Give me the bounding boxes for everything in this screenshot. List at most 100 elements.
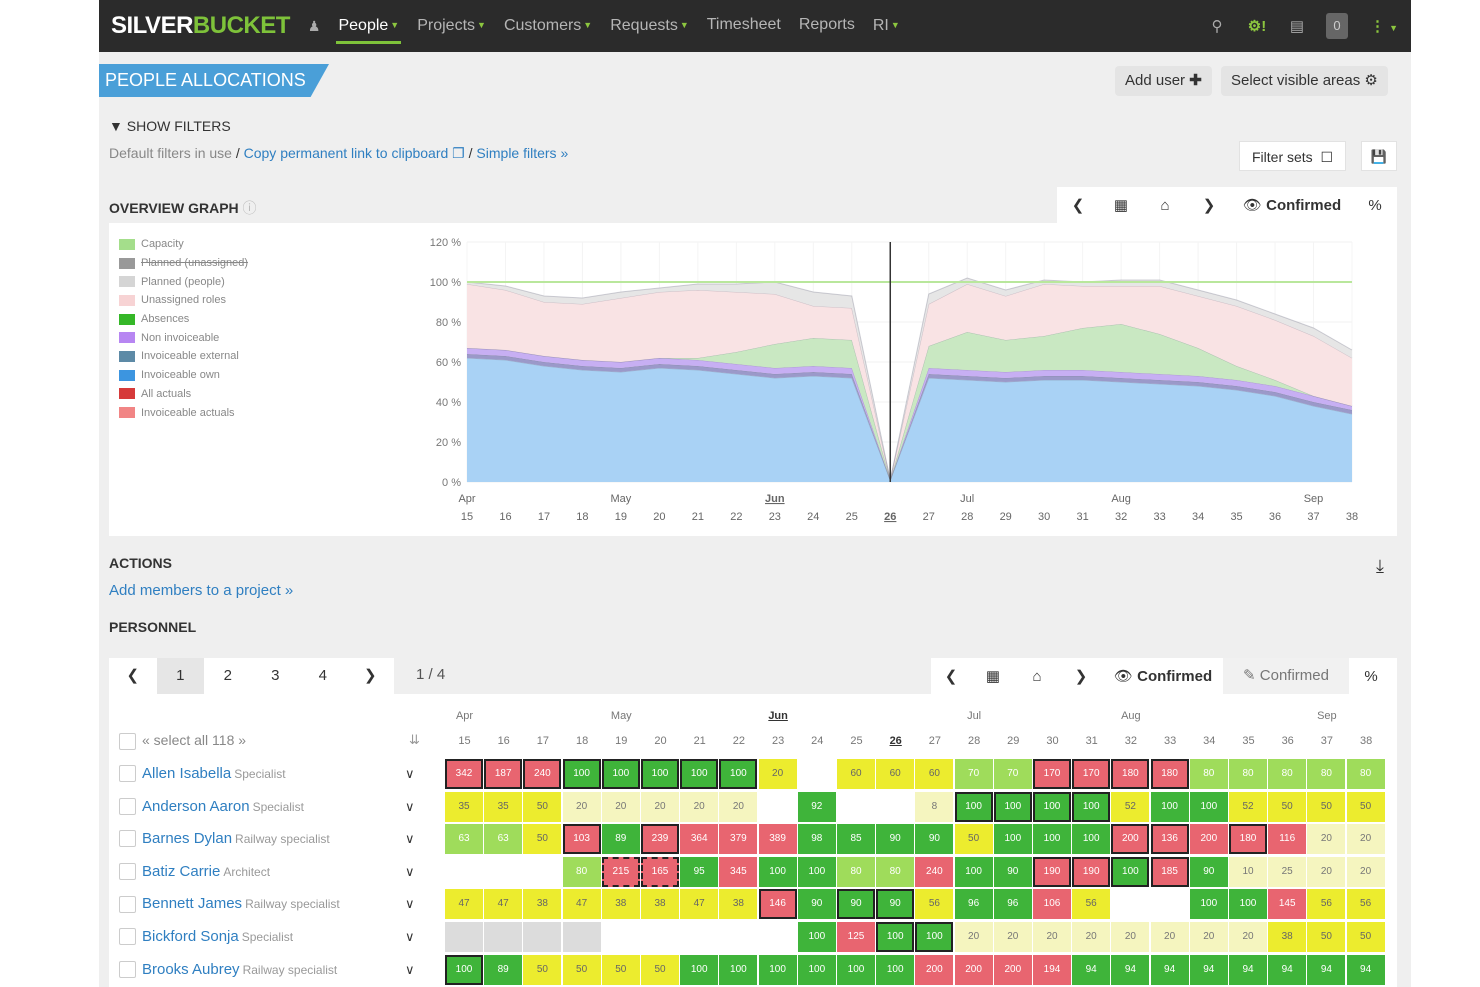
allocation-cell[interactable]: 95 bbox=[680, 856, 719, 887]
allocation-cell[interactable]: 80 bbox=[876, 856, 915, 887]
allocation-cell[interactable]: 240 bbox=[523, 759, 562, 789]
allocation-cell[interactable]: 60 bbox=[915, 759, 954, 789]
allocation-cell[interactable]: 100 bbox=[876, 954, 915, 985]
allocation-cell[interactable]: 100 bbox=[758, 954, 797, 985]
allocation-cell[interactable]: 90 bbox=[993, 856, 1032, 887]
allocation-cell[interactable]: 90 bbox=[876, 889, 915, 920]
allocation-cell[interactable]: 20 bbox=[719, 791, 758, 822]
allocation-cell[interactable]: 94 bbox=[1150, 954, 1189, 985]
page-1[interactable]: 1 bbox=[156, 658, 204, 694]
allocation-cell[interactable]: 180 bbox=[1111, 759, 1150, 789]
allocation-cell[interactable]: 100 bbox=[993, 791, 1032, 822]
allocation-cell[interactable]: 100 bbox=[1189, 889, 1228, 920]
nav-people[interactable]: People ▼ bbox=[336, 0, 401, 52]
allocation-cell[interactable]: 38 bbox=[523, 889, 562, 920]
allocation-cell[interactable]: 20 bbox=[1072, 922, 1111, 952]
allocation-cell[interactable]: 50 bbox=[1307, 922, 1346, 952]
allocation-cell[interactable]: 80 bbox=[837, 856, 875, 887]
legend-item[interactable]: Invoiceable actuals bbox=[119, 403, 248, 422]
allocation-cell[interactable]: 20 bbox=[1346, 824, 1385, 855]
nav-projects[interactable]: Projects ▼ bbox=[417, 0, 486, 52]
allocation-cell[interactable]: 90 bbox=[837, 889, 875, 920]
legend-item[interactable]: Non invoiceable bbox=[119, 328, 248, 347]
allocation-cell[interactable]: 50 bbox=[954, 824, 993, 855]
allocation-cell[interactable]: 20 bbox=[641, 791, 679, 822]
allocation-cell[interactable]: 116 bbox=[1268, 824, 1307, 855]
allocation-cell[interactable]: 35 bbox=[484, 791, 523, 822]
allocation-cell[interactable]: 190 bbox=[1072, 856, 1111, 887]
legend-item[interactable]: Invoiceable external bbox=[119, 347, 248, 366]
confirmed-toggle[interactable]: 👁 Confirmed bbox=[1113, 668, 1213, 685]
allocation-cell[interactable]: 20 bbox=[1111, 922, 1150, 952]
page-3[interactable]: 3 bbox=[271, 667, 280, 684]
allocation-cell[interactable]: 50 bbox=[1307, 791, 1346, 822]
person-name-link[interactable]: Allen Isabella bbox=[142, 765, 232, 782]
allocation-cell[interactable]: 89 bbox=[484, 954, 523, 985]
allocation-cell[interactable]: 100 bbox=[1033, 824, 1071, 855]
next-icon[interactable]: ❯ bbox=[1074, 668, 1088, 685]
save-filter-button[interactable]: 💾 bbox=[1361, 141, 1397, 171]
allocation-cell[interactable]: 60 bbox=[876, 759, 915, 789]
select-all-checkbox[interactable] bbox=[119, 732, 136, 750]
percent-toggle[interactable]: % bbox=[1368, 196, 1382, 214]
allocation-cell[interactable]: 80 bbox=[1268, 759, 1307, 789]
person-name-link[interactable]: Barnes Dylan bbox=[142, 830, 233, 848]
allocation-cell[interactable]: 190 bbox=[1033, 856, 1071, 887]
allocation-cell[interactable]: 200 bbox=[915, 954, 954, 985]
calendar-icon[interactable]: ▦ bbox=[1113, 197, 1129, 214]
page-2[interactable]: 2 bbox=[223, 667, 232, 684]
search-icon[interactable]: ⚲ bbox=[1211, 18, 1223, 35]
next-page-icon[interactable]: ❯ bbox=[363, 667, 377, 684]
person-name-link[interactable]: Anderson Aaron bbox=[142, 797, 250, 815]
allocation-cell[interactable]: 389 bbox=[758, 824, 797, 855]
allocation-cell[interactable]: 20 bbox=[1346, 856, 1385, 887]
allocation-cell[interactable]: 94 bbox=[1268, 954, 1307, 985]
row-checkbox[interactable] bbox=[119, 765, 136, 783]
allocation-cell[interactable]: 200 bbox=[1189, 824, 1228, 855]
allocation-cell[interactable]: 20 bbox=[1307, 856, 1346, 887]
row-checkbox[interactable] bbox=[119, 928, 136, 946]
download-icon[interactable]: ⤓ bbox=[1376, 556, 1384, 576]
allocation-cell[interactable]: 94 bbox=[1111, 954, 1150, 985]
allocation-cell[interactable]: 56 bbox=[1346, 889, 1385, 920]
allocation-cell[interactable] bbox=[484, 922, 523, 952]
notifications-count[interactable]: 0 bbox=[1317, 13, 1357, 39]
allocation-cell[interactable]: 170 bbox=[1033, 759, 1071, 789]
allocation-cell[interactable]: 165 bbox=[641, 856, 679, 887]
nav-timesheet[interactable]: Timesheet bbox=[707, 0, 781, 52]
legend-item[interactable]: Unassigned roles bbox=[119, 291, 248, 310]
chevron-down-icon[interactable]: ∨ bbox=[405, 831, 415, 847]
legend-item[interactable]: Absences bbox=[119, 310, 248, 329]
allocation-cell[interactable]: 187 bbox=[484, 759, 523, 789]
allocation-cell[interactable]: 100 bbox=[719, 759, 758, 789]
allocation-cell[interactable]: 20 bbox=[1150, 922, 1189, 952]
allocation-cell[interactable]: 100 bbox=[1033, 791, 1071, 822]
allocation-cell[interactable]: 345 bbox=[719, 856, 758, 887]
allocation-cell[interactable]: 103 bbox=[562, 824, 601, 855]
allocation-cell[interactable]: 50 bbox=[523, 791, 562, 822]
nav-ri[interactable]: RI ▼ bbox=[873, 0, 900, 52]
allocation-cell[interactable]: 47 bbox=[562, 889, 601, 920]
allocation-cell[interactable]: 100 bbox=[680, 759, 719, 789]
allocation-cell[interactable]: 100 bbox=[1229, 889, 1267, 920]
allocation-cell[interactable]: 38 bbox=[641, 889, 679, 920]
allocation-cell[interactable]: 92 bbox=[797, 791, 836, 822]
person-name-link[interactable]: Bennett James bbox=[142, 895, 243, 913]
allocation-cell[interactable]: 185 bbox=[1150, 856, 1189, 887]
allocation-cell[interactable]: 90 bbox=[797, 889, 836, 920]
legend-item[interactable]: Planned (people) bbox=[119, 272, 248, 291]
allocation-cell[interactable]: 8 bbox=[915, 791, 954, 822]
home-icon[interactable]: ⌂ bbox=[1160, 196, 1170, 214]
allocation-cell[interactable]: 100 bbox=[758, 856, 797, 887]
allocation-cell[interactable]: 20 bbox=[954, 922, 993, 952]
allocation-cell[interactable]: 98 bbox=[797, 824, 836, 855]
allocation-cell[interactable]: 70 bbox=[993, 759, 1032, 789]
allocation-cell[interactable]: 50 bbox=[562, 954, 601, 985]
allocation-cell[interactable]: 20 bbox=[758, 759, 797, 789]
allocation-cell[interactable]: 100 bbox=[641, 759, 679, 789]
allocation-cell[interactable]: 50 bbox=[1346, 791, 1385, 822]
allocation-cell[interactable]: 56 bbox=[915, 889, 954, 920]
nav-reports[interactable]: Reports bbox=[799, 0, 855, 52]
allocation-cell[interactable]: 50 bbox=[523, 954, 562, 985]
allocation-cell[interactable]: 80 bbox=[562, 856, 601, 887]
